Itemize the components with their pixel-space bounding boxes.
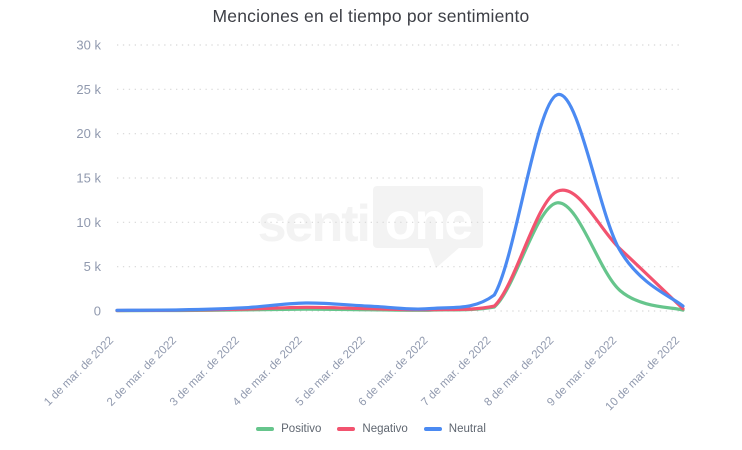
x-axis-tick-label: 5 de mar. de 2022 xyxy=(294,335,368,409)
legend-swatch-negativo xyxy=(337,427,356,431)
x-axis-tick-label: 8 de mar. de 2022 xyxy=(482,335,556,409)
y-axis-tick-label: 5 k xyxy=(84,259,102,274)
y-axis-tick-label: 25 k xyxy=(76,82,101,97)
y-axis-tick-label: 15 k xyxy=(76,171,101,186)
chart-legend: Positivo Negativo Neutral xyxy=(0,423,742,435)
x-axis-tick-label: 1 de mar. de 2022 xyxy=(42,335,116,409)
x-axis-tick-label: 7 de mar. de 2022 xyxy=(419,335,493,409)
watermark-bubble-tail xyxy=(428,247,460,268)
legend-label: Negativo xyxy=(362,423,408,435)
legend-item-negativo[interactable]: Negativo xyxy=(337,423,408,435)
legend-label: Positivo xyxy=(281,423,322,435)
y-axis-tick-label: 20 k xyxy=(76,126,101,141)
y-axis-tick-label: 0 xyxy=(94,304,101,319)
x-axis-tick-label: 2 de mar. de 2022 xyxy=(105,335,179,409)
legend-label: Neutral xyxy=(448,423,486,435)
y-axis-tick-label: 30 k xyxy=(76,38,101,53)
watermark-bubble xyxy=(373,186,483,248)
legend-swatch-neutral xyxy=(423,427,442,431)
x-axis-tick-label: 3 de mar. de 2022 xyxy=(168,335,242,409)
series-line-neutral[interactable] xyxy=(115,93,685,312)
legend-item-neutral[interactable]: Neutral xyxy=(423,423,486,435)
chart-title: Menciones en el tiempo por sentimiento xyxy=(212,6,530,26)
legend-swatch-positivo xyxy=(256,427,275,431)
watermark-text-left: senti xyxy=(258,195,369,253)
y-axis-tick-label: 10 k xyxy=(76,215,101,230)
x-axis-tick-label: 6 de mar. de 2022 xyxy=(357,335,431,409)
x-axis-tick-label: 9 de mar. de 2022 xyxy=(545,335,619,409)
watermark-text-bubble: one xyxy=(385,193,473,251)
x-axis-tick-label: 4 de mar. de 2022 xyxy=(231,335,305,409)
watermark-sentione: senti one xyxy=(258,186,483,268)
legend-item-positivo[interactable]: Positivo xyxy=(256,423,321,435)
